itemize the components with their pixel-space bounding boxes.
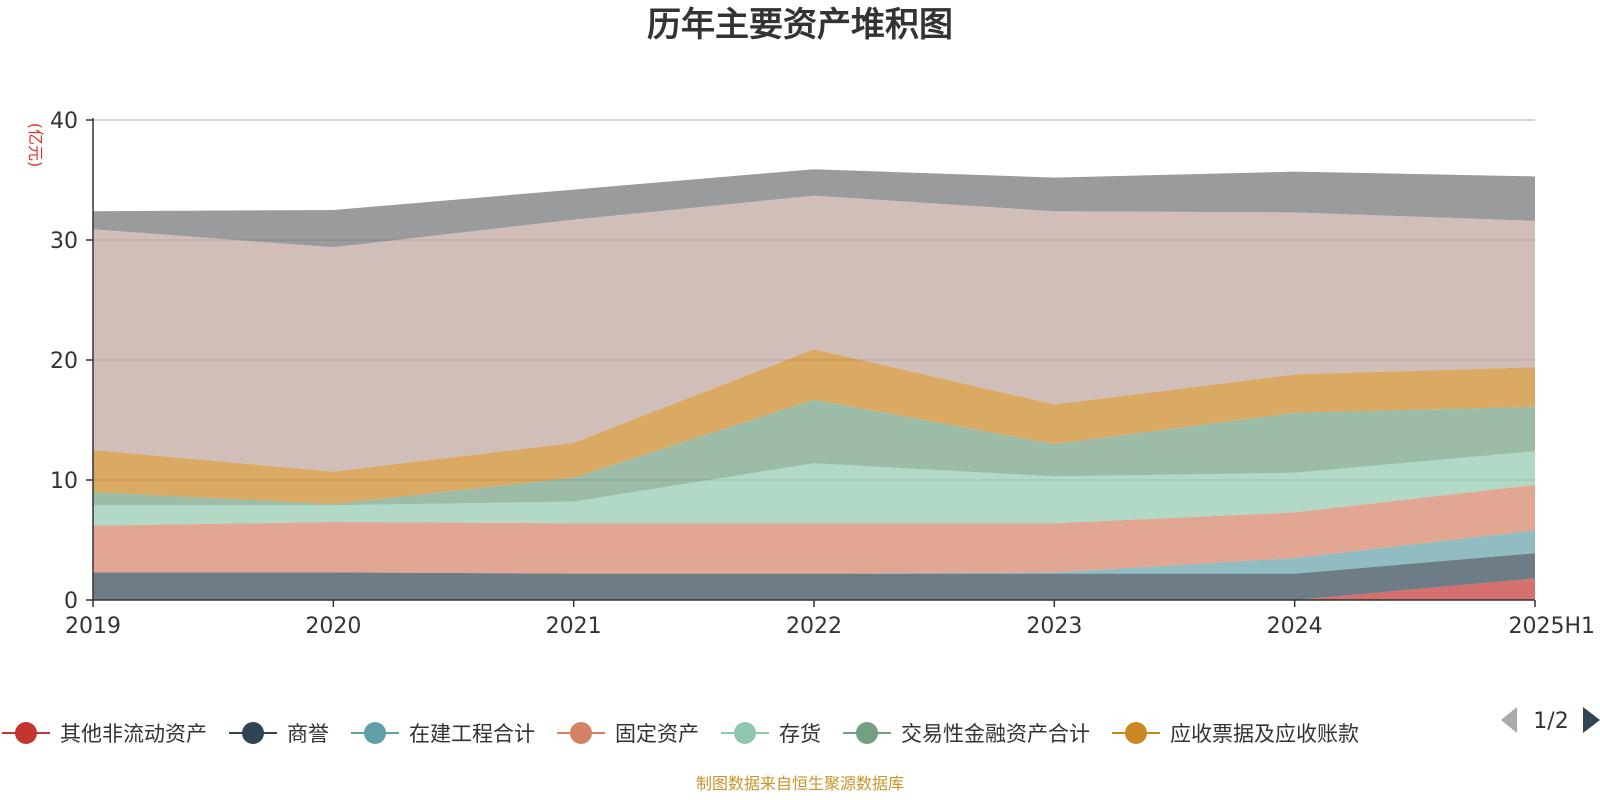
legend-next-page-icon[interactable] — [1583, 707, 1600, 733]
area-应收票据及应收账款 — [93, 349, 1535, 504]
data-source-note: 制图数据来自恒生聚源数据库 — [696, 774, 904, 793]
legend-label: 固定资产 — [615, 722, 699, 746]
x-tick-label: 2024 — [1267, 614, 1323, 639]
axes: 0 10 20 30 40 2019 2020 2021 2022 2023 2024 2025H1 — [50, 109, 1595, 639]
x-tick-label: 2019 — [65, 614, 121, 639]
legend-label: 商誉 — [287, 722, 329, 746]
legend-pager: 1/2 — [1501, 707, 1600, 734]
legend-label: 存货 — [779, 722, 821, 746]
y-tick-label: 20 — [50, 349, 78, 374]
area-货币资金 — [93, 195, 1535, 472]
legend-label: 在建工程合计 — [409, 722, 535, 746]
y-tick-label: 10 — [50, 469, 78, 494]
y-tick-label: 40 — [50, 109, 78, 134]
legend-circle-icon — [1125, 722, 1147, 744]
legend-item[interactable]: 固定资产 — [557, 722, 699, 746]
x-tick-label: 2023 — [1026, 614, 1082, 639]
legend-label: 应收票据及应收账款 — [1170, 722, 1359, 746]
legend-circle-icon — [570, 722, 592, 744]
legend-circle-icon — [856, 722, 878, 744]
legend-item[interactable]: 商誉 — [229, 722, 329, 746]
legend-circle-icon — [364, 722, 386, 744]
x-tick-label: 2025H1 — [1508, 614, 1595, 639]
legend-item[interactable]: 存货 — [721, 722, 821, 746]
y-axis-unit-label: (亿元) — [26, 123, 45, 168]
legend-circle-icon — [242, 722, 264, 744]
x-tick-label: 2021 — [546, 614, 602, 639]
y-tick-label: 0 — [64, 589, 78, 614]
legend-circle-icon — [734, 722, 756, 744]
chart-title: 历年主要资产堆积图 — [647, 5, 953, 45]
area-交易性金融资产合计 — [93, 399, 1535, 506]
area-其他 — [93, 169, 1535, 248]
legend: 其他非流动资产 商誉 在建工程合计 固定资产 存货 交易性金融资产合计 应收票据及应收账款 — [2, 722, 1359, 746]
area-固定资产 — [93, 484, 1535, 574]
area-series-group — [93, 169, 1535, 600]
legend-circle-icon — [15, 722, 37, 744]
legend-prev-page-icon[interactable] — [1501, 707, 1517, 733]
area-商誉 — [93, 553, 1535, 600]
area-其他非流动资产 — [93, 578, 1535, 600]
legend-item[interactable]: 交易性金融资产合计 — [843, 722, 1090, 746]
y-tick-label: 30 — [50, 229, 78, 254]
legend-item[interactable]: 在建工程合计 — [351, 722, 535, 746]
x-tick-label: 2020 — [305, 614, 361, 639]
legend-page-indicator: 1/2 — [1533, 709, 1568, 734]
legend-item[interactable]: 其他非流动资产 — [2, 722, 207, 746]
legend-item[interactable]: 应收票据及应收账款 — [1112, 722, 1359, 746]
area-存货 — [93, 451, 1535, 526]
legend-label: 交易性金融资产合计 — [901, 722, 1090, 746]
x-tick-label: 2022 — [786, 614, 842, 639]
legend-label: 其他非流动资产 — [60, 722, 207, 746]
